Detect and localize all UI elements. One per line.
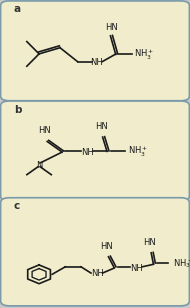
- Text: NH$_3$: NH$_3$: [173, 257, 190, 270]
- Text: HN: HN: [95, 122, 108, 131]
- Text: HN: HN: [100, 241, 113, 250]
- Text: HN: HN: [143, 238, 156, 247]
- Text: b: b: [14, 105, 21, 115]
- Text: c: c: [14, 201, 20, 211]
- Text: NH: NH: [91, 269, 104, 278]
- FancyBboxPatch shape: [1, 198, 189, 306]
- Text: NH: NH: [90, 58, 103, 67]
- Text: HN: HN: [38, 126, 51, 135]
- Text: HN: HN: [105, 23, 118, 32]
- Text: +: +: [187, 258, 190, 264]
- Text: N: N: [36, 161, 42, 170]
- Text: NH: NH: [131, 264, 143, 273]
- FancyBboxPatch shape: [1, 1, 189, 101]
- Text: NH$_3^+$: NH$_3^+$: [128, 144, 148, 159]
- Text: a: a: [14, 4, 21, 14]
- Text: NH: NH: [81, 148, 93, 157]
- Text: NH$_3^+$: NH$_3^+$: [134, 47, 154, 62]
- FancyBboxPatch shape: [1, 101, 189, 201]
